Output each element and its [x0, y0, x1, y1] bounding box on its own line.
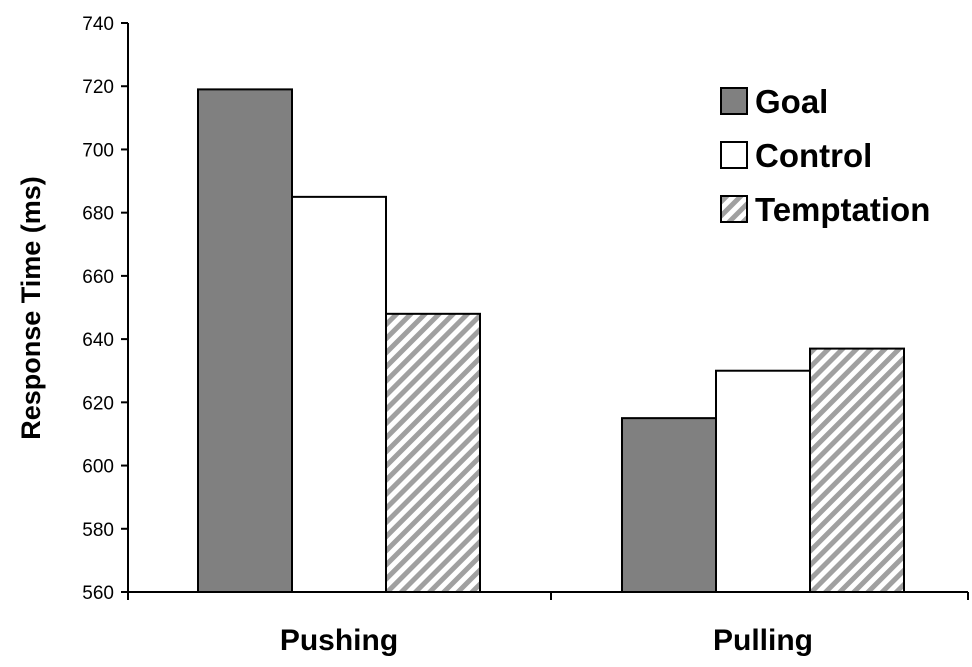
y-tick-label-580: 580 — [82, 520, 114, 541]
legend-label-goal: Goal — [755, 83, 828, 120]
y-tick-label-720: 720 — [82, 77, 114, 98]
bar-temptation-pushing — [385, 312, 481, 593]
bar-goal-pulling — [621, 417, 717, 593]
y-tick-label-560: 560 — [82, 583, 114, 604]
y-tick-label-680: 680 — [82, 204, 114, 225]
y-axis-title: Response Time (ms) — [16, 176, 46, 440]
y-tick-label-700: 700 — [82, 140, 114, 161]
legend: Goal Control Temptation — [720, 83, 930, 228]
y-tick-label-640: 640 — [82, 330, 114, 351]
legend-swatch-goal — [720, 87, 748, 115]
y-tick-label-660: 660 — [82, 267, 114, 288]
bars-layer — [197, 88, 905, 593]
y-tick-label-620: 620 — [82, 393, 114, 414]
legend-label-temptation: Temptation — [755, 191, 930, 228]
legend-swatch-control — [720, 141, 748, 169]
bar-control-pulling — [715, 369, 811, 593]
y-tick-label-740: 740 — [82, 14, 114, 35]
bar-temptation-pulling — [809, 347, 905, 593]
legend-label-control: Control — [755, 137, 872, 174]
y-tick-label-600: 600 — [82, 457, 114, 478]
x-category-label-pushing: Pushing — [280, 624, 398, 657]
bar-control-pushing — [291, 195, 387, 593]
x-category-label-pulling: Pulling — [713, 624, 813, 657]
axes-layer: 560 580 600 620 640 660 680 700 720 740 Pushing Pul… — [82, 14, 969, 657]
bar-goal-pushing — [197, 88, 293, 593]
legend-swatch-temptation — [720, 195, 748, 223]
